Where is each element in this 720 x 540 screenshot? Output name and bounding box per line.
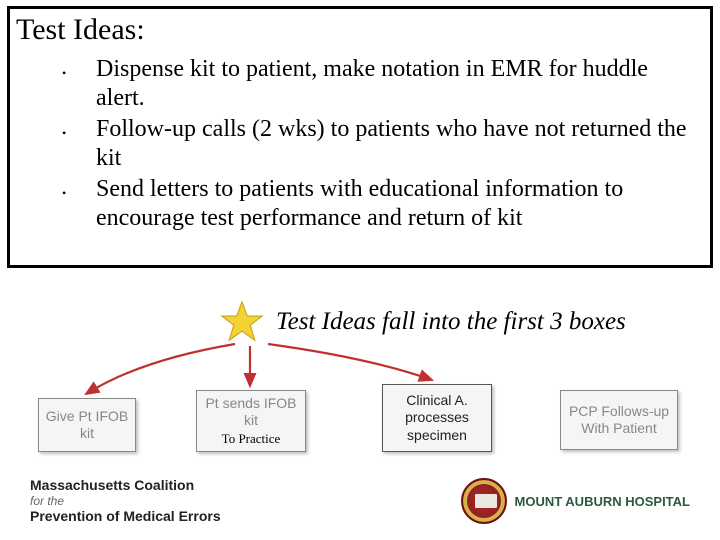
logo-left-line2: Prevention of Medical Errors <box>30 508 221 524</box>
footer-logos: Massachusetts Coalition for the Preventi… <box>0 470 720 532</box>
flow-row: Give Pt IFOB kit Pt sends IFOB kit To Pr… <box>0 380 720 470</box>
flow-box-4: PCP Follows-up With Patient <box>560 390 678 450</box>
logo-mass-coalition: Massachusetts Coalition for the Preventi… <box>30 477 221 525</box>
flow-box-3: Clinical A. processes specimen <box>382 384 492 452</box>
flow-main: Give Pt IFOB kit <box>45 408 129 443</box>
logo-right-text: MOUNT AUBURN HOSPITAL <box>515 494 691 509</box>
flow-main: Clinical A. processes specimen <box>389 392 485 445</box>
logo-mount-auburn: MOUNT AUBURN HOSPITAL <box>461 478 691 524</box>
flow-box-2: Pt sends IFOB kit To Practice <box>196 390 306 452</box>
flow-sub: To Practice <box>222 431 281 447</box>
flow-main: Pt sends IFOB kit <box>203 395 299 430</box>
logo-left-line1: Massachusetts Coalition <box>30 477 194 493</box>
seal-icon <box>461 478 507 524</box>
flow-box-1: Give Pt IFOB kit <box>38 398 136 452</box>
logo-left-small: for the <box>30 494 221 508</box>
flow-main: PCP Follows-up With Patient <box>567 403 671 438</box>
